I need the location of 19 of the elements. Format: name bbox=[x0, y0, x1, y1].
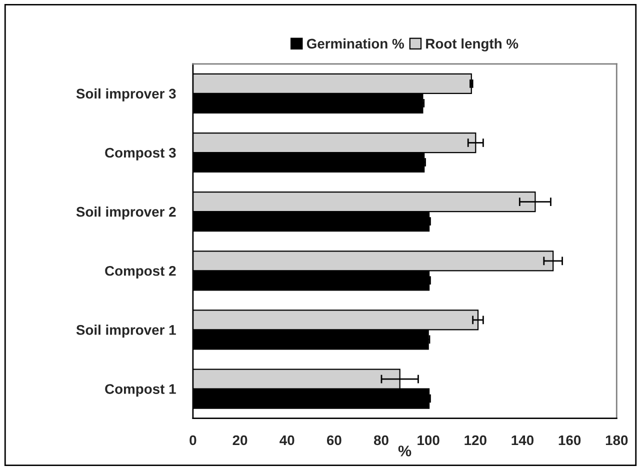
x-tick-label: 20 bbox=[232, 435, 248, 446]
x-tick-label: 160 bbox=[558, 435, 581, 446]
y-tick-label: Compost 1 bbox=[105, 384, 176, 397]
y-tick-label: Compost 3 bbox=[105, 148, 176, 160]
y-tick-label: Compost 2 bbox=[105, 266, 176, 279]
x-tick-label: 40 bbox=[280, 435, 294, 446]
y-tick-label: Soil improver 2 bbox=[76, 206, 176, 220]
x-axis-title: % bbox=[398, 446, 412, 456]
x-tick-label: 0 bbox=[190, 435, 196, 446]
legend-label: Germination % bbox=[306, 38, 404, 49]
x-tick-label: 120 bbox=[464, 435, 486, 446]
y-tick-label: Soil improver 3 bbox=[76, 88, 176, 102]
x-tick-label: 100 bbox=[418, 435, 440, 446]
x-tick-label: 60 bbox=[326, 435, 342, 446]
legend-label: Root length % bbox=[426, 38, 518, 52]
x-tick-label: 140 bbox=[512, 435, 534, 446]
y-tick-label: Soil improver 1 bbox=[76, 324, 176, 338]
x-tick-label: 180 bbox=[606, 435, 628, 446]
x-tick-label: 80 bbox=[374, 435, 388, 446]
